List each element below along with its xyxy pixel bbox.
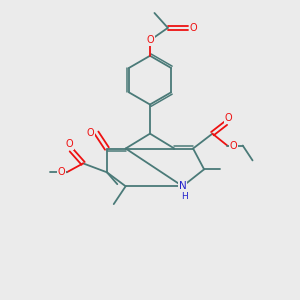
Text: H: H	[181, 192, 188, 201]
Text: O: O	[58, 167, 65, 177]
Text: O: O	[190, 23, 197, 33]
Text: O: O	[66, 139, 74, 149]
Text: O: O	[230, 140, 237, 151]
Text: O: O	[146, 35, 154, 45]
Text: O: O	[87, 128, 94, 138]
Text: N: N	[179, 181, 187, 191]
Text: O: O	[225, 113, 232, 123]
